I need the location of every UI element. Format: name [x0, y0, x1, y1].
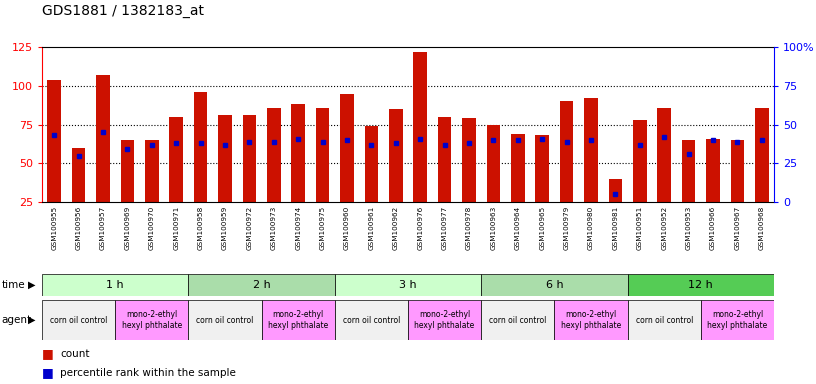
Text: GSM100959: GSM100959: [222, 205, 228, 250]
Text: GSM100960: GSM100960: [344, 205, 350, 250]
Bar: [658, 108, 671, 202]
Bar: [463, 118, 476, 202]
Text: GSM100966: GSM100966: [710, 205, 716, 250]
Bar: [486, 124, 500, 202]
Bar: [707, 139, 720, 202]
Bar: [121, 140, 134, 202]
Text: GSM100964: GSM100964: [515, 205, 521, 250]
Bar: [291, 104, 305, 202]
Text: GSM100957: GSM100957: [100, 205, 106, 250]
Text: corn oil control: corn oil control: [636, 316, 693, 324]
Bar: [481, 300, 554, 340]
Bar: [438, 117, 451, 202]
Bar: [47, 79, 61, 202]
Bar: [511, 134, 525, 202]
Bar: [194, 92, 207, 202]
Bar: [188, 274, 335, 296]
Bar: [42, 274, 188, 296]
Text: GSM100952: GSM100952: [661, 205, 667, 250]
Bar: [701, 300, 774, 340]
Bar: [188, 300, 262, 340]
Text: GSM100977: GSM100977: [441, 205, 448, 250]
Text: 1 h: 1 h: [106, 280, 124, 290]
Text: count: count: [60, 349, 90, 359]
Text: ■: ■: [42, 366, 54, 379]
Bar: [145, 140, 158, 202]
Text: mono-2-ethyl
hexyl phthalate: mono-2-ethyl hexyl phthalate: [707, 310, 768, 330]
Text: GSM100979: GSM100979: [564, 205, 570, 250]
Bar: [267, 108, 281, 202]
Text: mono-2-ethyl
hexyl phthalate: mono-2-ethyl hexyl phthalate: [122, 310, 182, 330]
Text: time: time: [2, 280, 25, 290]
Bar: [115, 300, 188, 340]
Bar: [42, 300, 115, 340]
Bar: [682, 140, 695, 202]
Text: GSM100958: GSM100958: [197, 205, 204, 250]
Bar: [481, 274, 628, 296]
Text: 3 h: 3 h: [399, 280, 417, 290]
Text: GSM100981: GSM100981: [612, 205, 619, 250]
Text: mono-2-ethyl
hexyl phthalate: mono-2-ethyl hexyl phthalate: [415, 310, 475, 330]
Text: mono-2-ethyl
hexyl phthalate: mono-2-ethyl hexyl phthalate: [561, 310, 621, 330]
Text: mono-2-ethyl
hexyl phthalate: mono-2-ethyl hexyl phthalate: [268, 310, 328, 330]
Text: corn oil control: corn oil control: [197, 316, 254, 324]
Bar: [535, 136, 549, 202]
Text: GSM100968: GSM100968: [759, 205, 765, 250]
Text: GSM100962: GSM100962: [392, 205, 399, 250]
Bar: [340, 94, 353, 202]
Text: GDS1881 / 1382183_at: GDS1881 / 1382183_at: [42, 4, 204, 18]
Text: GSM100971: GSM100971: [173, 205, 180, 250]
Bar: [554, 300, 628, 340]
Bar: [730, 140, 744, 202]
Bar: [755, 108, 769, 202]
Text: GSM100972: GSM100972: [246, 205, 252, 250]
Text: 12 h: 12 h: [689, 280, 713, 290]
Text: GSM100961: GSM100961: [368, 205, 375, 250]
Text: GSM100976: GSM100976: [417, 205, 424, 250]
Bar: [96, 75, 109, 202]
Text: percentile rank within the sample: percentile rank within the sample: [60, 367, 236, 377]
Text: GSM100953: GSM100953: [685, 205, 692, 250]
Text: corn oil control: corn oil control: [489, 316, 547, 324]
Text: GSM100973: GSM100973: [271, 205, 277, 250]
Text: GSM100969: GSM100969: [124, 205, 131, 250]
Text: corn oil control: corn oil control: [50, 316, 107, 324]
Bar: [170, 117, 183, 202]
Text: GSM100974: GSM100974: [295, 205, 301, 250]
Text: GSM100980: GSM100980: [588, 205, 594, 250]
Text: ▶: ▶: [28, 280, 35, 290]
Text: GSM100956: GSM100956: [76, 205, 82, 250]
Text: GSM100955: GSM100955: [51, 205, 57, 250]
Bar: [316, 108, 330, 202]
Text: GSM100951: GSM100951: [636, 205, 643, 250]
Text: corn oil control: corn oil control: [343, 316, 400, 324]
Bar: [365, 126, 378, 202]
Bar: [262, 300, 335, 340]
Bar: [633, 120, 646, 202]
Bar: [335, 274, 481, 296]
Text: ■: ■: [42, 347, 54, 360]
Text: GSM100975: GSM100975: [320, 205, 326, 250]
Bar: [628, 300, 701, 340]
Bar: [414, 52, 427, 202]
Text: GSM100965: GSM100965: [539, 205, 545, 250]
Bar: [219, 115, 232, 202]
Text: ▶: ▶: [28, 315, 35, 325]
Bar: [628, 274, 774, 296]
Bar: [609, 179, 622, 202]
Bar: [242, 115, 256, 202]
Bar: [389, 109, 402, 202]
Text: agent: agent: [2, 315, 32, 325]
Text: GSM100963: GSM100963: [490, 205, 496, 250]
Bar: [408, 300, 481, 340]
Bar: [72, 148, 86, 202]
Text: GSM100978: GSM100978: [466, 205, 472, 250]
Bar: [560, 101, 574, 202]
Text: GSM100967: GSM100967: [734, 205, 740, 250]
Text: 6 h: 6 h: [546, 280, 563, 290]
Text: 2 h: 2 h: [253, 280, 270, 290]
Bar: [335, 300, 408, 340]
Bar: [584, 98, 597, 202]
Text: GSM100970: GSM100970: [149, 205, 155, 250]
